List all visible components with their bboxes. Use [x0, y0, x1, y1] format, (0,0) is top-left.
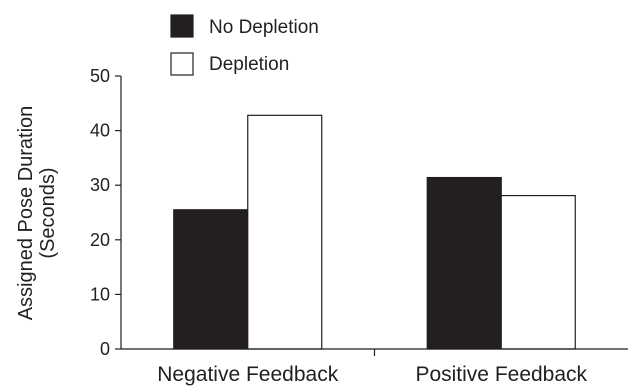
y-tick-label: 50 — [90, 66, 110, 86]
bar — [500, 194, 576, 350]
y-tick-label: 20 — [90, 230, 110, 250]
y-axis-title-line1: Assigned Pose Duration — [15, 106, 37, 321]
y-tick-label: 40 — [90, 121, 110, 141]
x-category-label: Negative Feedback — [157, 363, 338, 386]
bar — [426, 176, 502, 350]
y-axis: 0 10 20 30 40 50 — [90, 66, 122, 359]
y-axis-title-line2: (Seconds) — [37, 167, 59, 258]
y-tick-label: 30 — [90, 175, 110, 195]
legend-item-no-depletion: No Depletion — [170, 14, 319, 38]
legend-label-depletion: Depletion — [209, 54, 289, 75]
legend-swatch-depletion — [170, 52, 194, 76]
legend-swatch-no-depletion — [170, 14, 194, 38]
legend-item-depletion: Depletion — [170, 52, 289, 76]
legend: No Depletion Depletion — [170, 14, 319, 76]
x-category-label: Positive Feedback — [415, 363, 587, 386]
bars — [173, 114, 576, 350]
x-axis: Negative Feedback Positive Feedback — [121, 348, 628, 386]
y-tick-label: 0 — [100, 339, 110, 359]
bar — [247, 114, 323, 350]
y-tick-label: 10 — [90, 284, 110, 304]
legend-label-no-depletion: No Depletion — [209, 17, 319, 38]
y-axis-title: Assigned Pose Duration (Seconds) — [15, 106, 59, 321]
bar — [173, 209, 249, 350]
